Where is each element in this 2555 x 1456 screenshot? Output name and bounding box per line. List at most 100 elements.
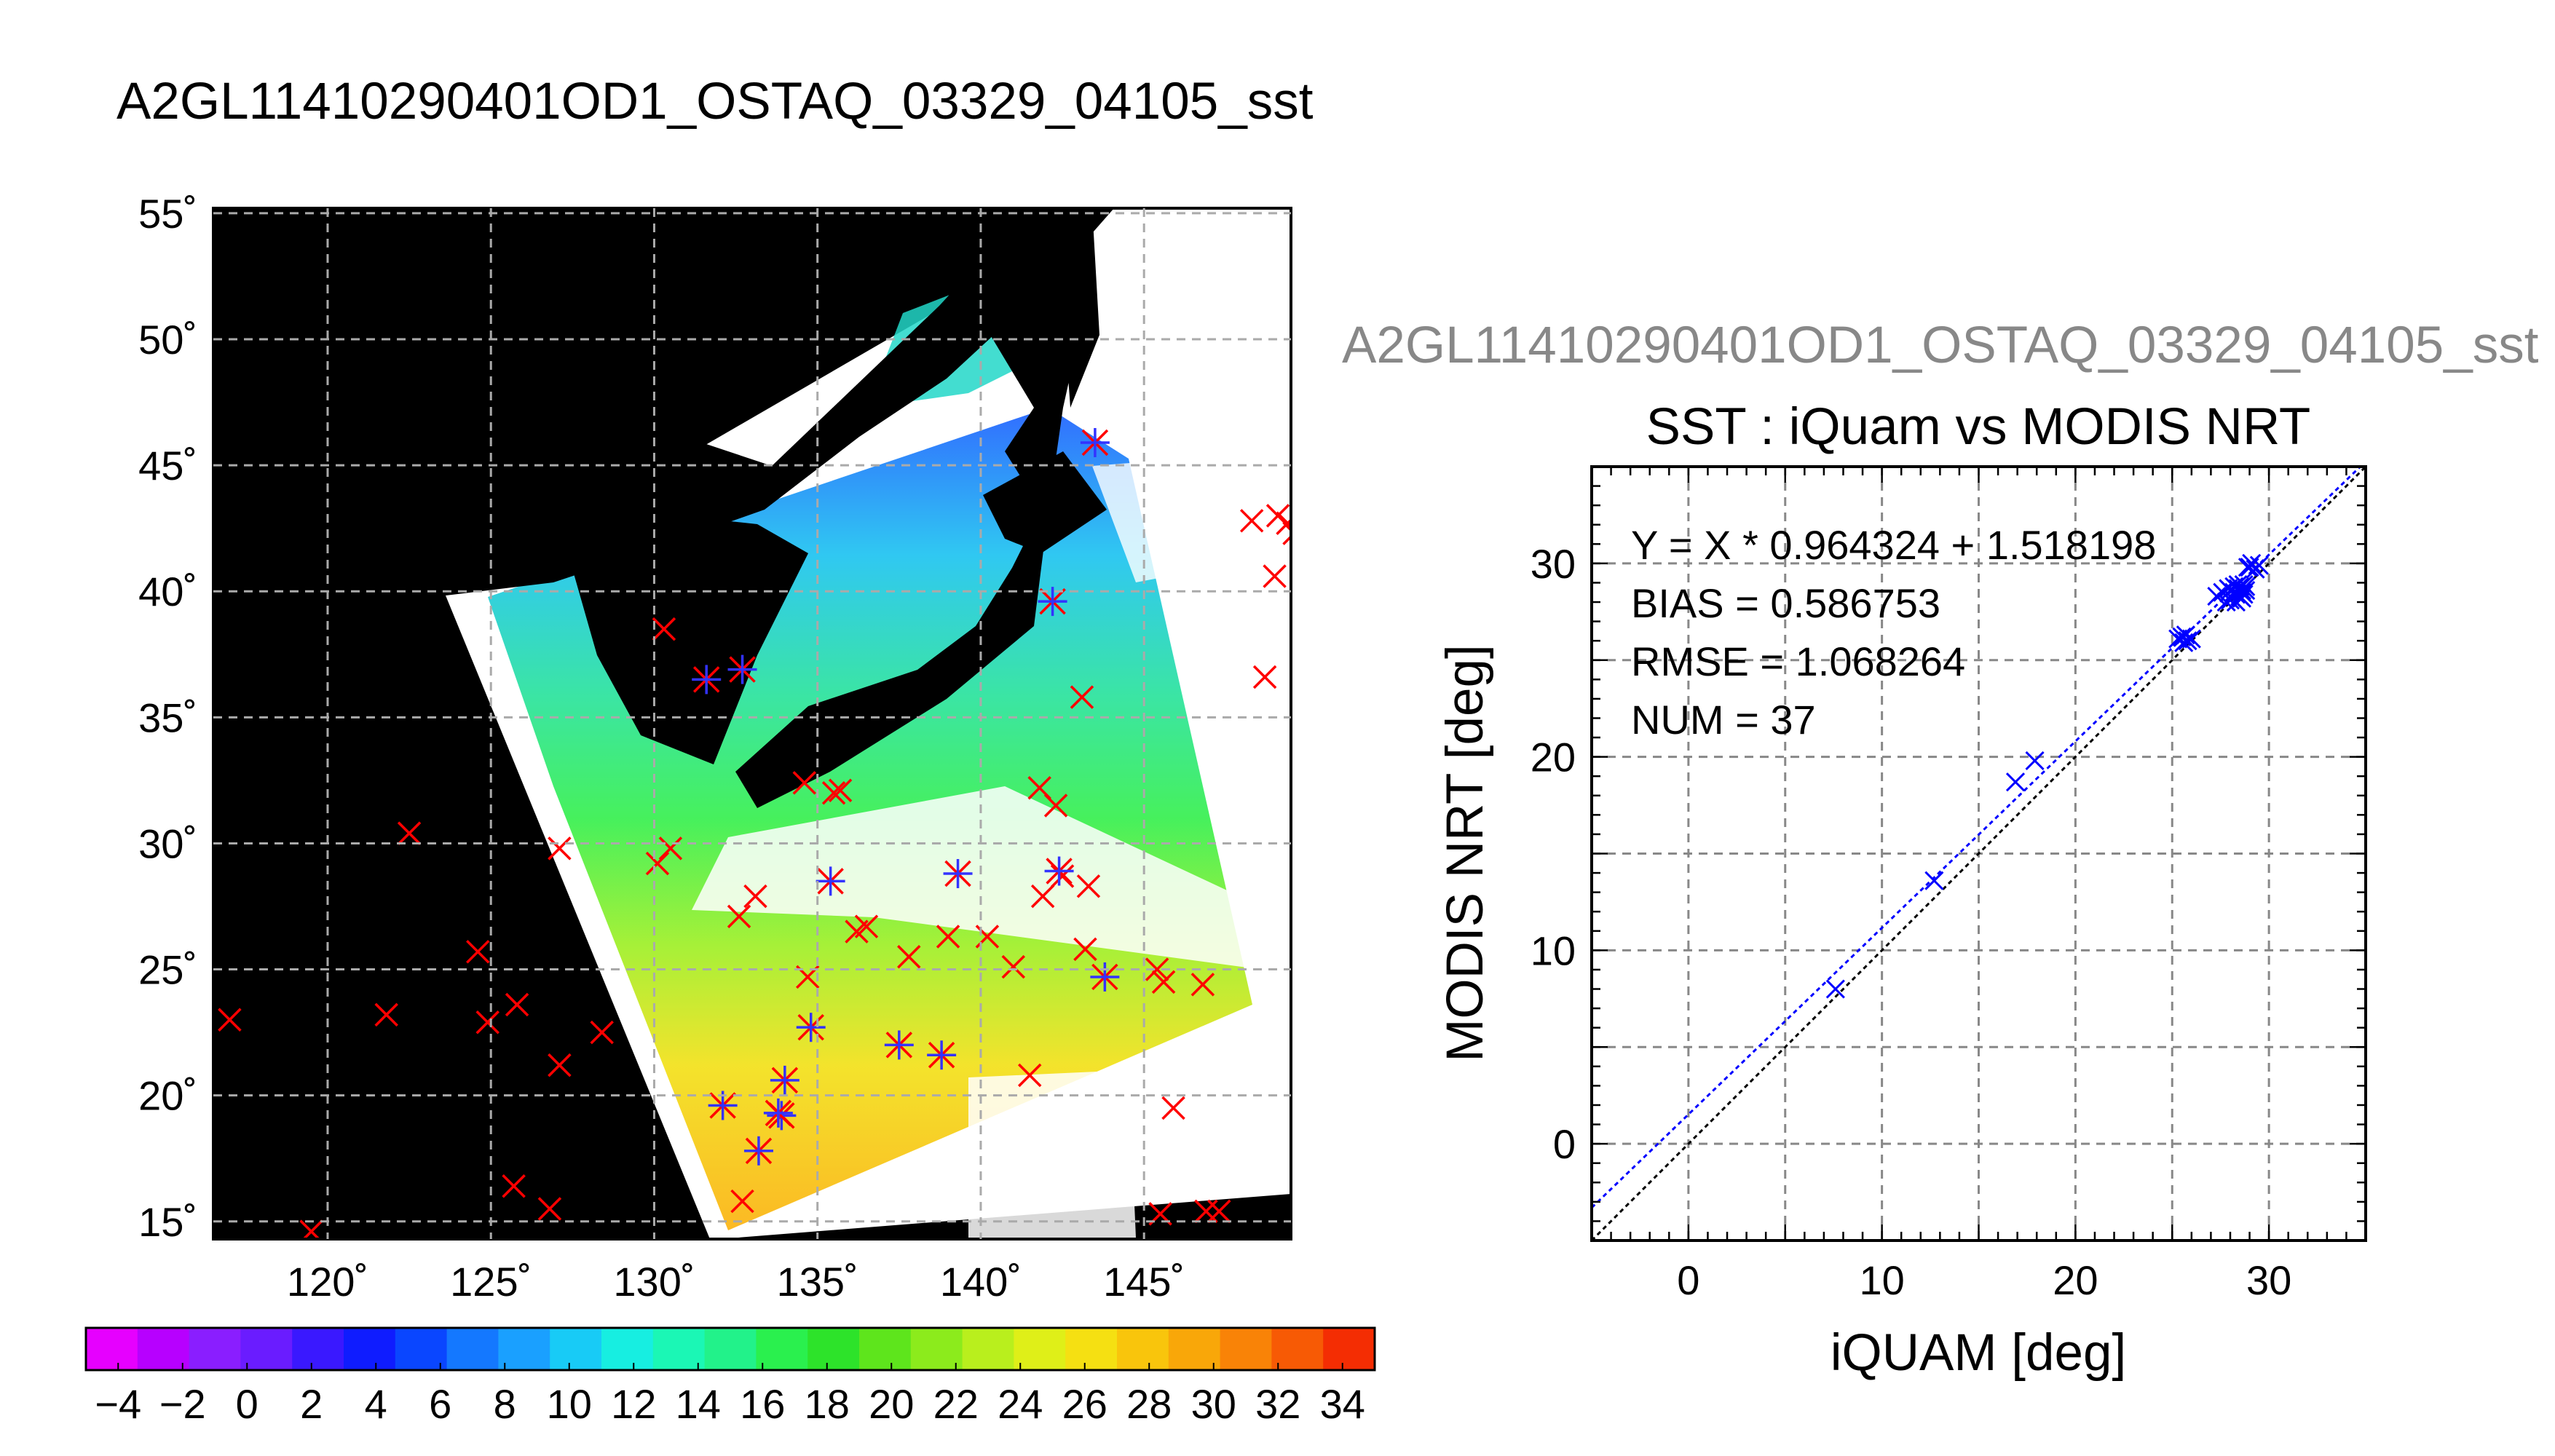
colorbar-label-8: 12 (611, 1381, 656, 1427)
colorbar-cell-14 (807, 1328, 860, 1370)
iquam-marker-34 (1017, 1063, 1042, 1088)
colorbar-cell-20 (1117, 1328, 1169, 1370)
rmse-value: RMSE = 1.068264 (1631, 638, 1965, 684)
colorbar-cell-17 (962, 1328, 1014, 1370)
iquam-marker-39 (730, 1189, 754, 1214)
colorbar-label-7: 10 (547, 1381, 592, 1427)
scatter-chart: 0 10 20 30 0 10 20 30 Y = X * 0.964324 + 1.518… (1531, 465, 2367, 1303)
scatter-point-30 (2220, 590, 2240, 610)
iquam-marker-33 (590, 1020, 614, 1045)
iquam-marker-19 (1190, 973, 1215, 997)
y-tick-label-0: 0 (1553, 1121, 1576, 1167)
colorbar-cell-24 (1323, 1328, 1375, 1370)
scatter-point-25 (2242, 553, 2262, 573)
identity-line (1592, 467, 2366, 1241)
scatter-point-9 (2176, 625, 2195, 645)
iquam-marker-16 (1073, 937, 1097, 962)
colorbar-label-3: 2 (300, 1381, 323, 1427)
x-axis-title: iQUAM [deg] (1831, 1324, 2126, 1382)
y-axis-title: MODIS NRT [deg] (1437, 644, 1494, 1061)
iquam-marker-22 (727, 904, 751, 929)
land-japan (735, 240, 1078, 808)
colorbar-label-12: 20 (869, 1381, 914, 1427)
num-value: NUM = 37 (1631, 697, 1816, 743)
colorbar-label-5: 6 (429, 1381, 451, 1427)
colorbar-label-15: 26 (1062, 1381, 1107, 1427)
colorbar-label-1: −2 (159, 1381, 206, 1427)
lon-label-120: 120˚ (287, 1259, 368, 1305)
colorbar-cell-1 (137, 1328, 190, 1370)
lat-label-30: 30˚ (138, 820, 197, 866)
lon-label-125: 125˚ (450, 1259, 532, 1305)
iquam-marker-17 (1145, 957, 1169, 981)
iquam-marker-47 (1263, 564, 1287, 588)
matched-marker-11 (743, 1136, 773, 1166)
iquam-marker-24 (645, 851, 670, 876)
chart-title: SST : iQuam vs MODIS NRT (1646, 398, 2311, 456)
lon-label-145: 145˚ (1103, 1259, 1185, 1305)
colorbar-label-13: 22 (933, 1381, 979, 1427)
colorbar-cell-10 (601, 1328, 654, 1370)
colorbar-cell-18 (1014, 1328, 1066, 1370)
colorbar-label-0: −4 (95, 1381, 141, 1427)
iquam-marker-23 (658, 836, 683, 860)
colorbar-cell-15 (859, 1328, 912, 1370)
map-longitude-labels: 120˚ 125˚ 130˚ 135˚ 140˚ 145˚ (287, 1259, 1185, 1305)
scatter-point-1 (1924, 871, 1944, 890)
colorbar-cell-11 (652, 1328, 706, 1370)
colorbar-label-11: 18 (805, 1381, 850, 1427)
matched-marker-13 (884, 1030, 914, 1060)
lat-label-20: 20˚ (138, 1073, 197, 1119)
scatter-point-33 (2226, 592, 2246, 612)
lon-label-135: 135˚ (777, 1259, 858, 1305)
iquam-marker-2 (821, 780, 846, 805)
cloud-band-3 (968, 1070, 1136, 1238)
iquam-marker-27 (466, 940, 490, 964)
lat-label-45: 45˚ (138, 443, 197, 488)
iquam-marker-21 (743, 884, 767, 909)
lon-label-130: 130˚ (613, 1259, 695, 1305)
map-frame (212, 207, 1292, 1241)
colorbar-cell-12 (704, 1328, 757, 1370)
scatter-point-3 (2025, 751, 2045, 771)
iquam-marker-9 (1030, 884, 1055, 909)
iquam-marker-25 (548, 836, 572, 860)
lat-label-15: 15˚ (138, 1199, 197, 1245)
colorbar-cell-9 (550, 1328, 602, 1370)
scatter-point-8 (2181, 629, 2201, 649)
colorbar-label-2: 0 (236, 1381, 258, 1427)
colorbar-label-4: 4 (365, 1381, 387, 1427)
scatter-point-35 (2240, 558, 2259, 577)
iquam-marker-36 (502, 1174, 526, 1198)
y-tick-labels: 0 10 20 30 (1531, 541, 1576, 1167)
colorbar-cell-16 (910, 1328, 963, 1370)
lat-label-35: 35˚ (138, 695, 197, 740)
iquam-marker-15 (1001, 954, 1026, 979)
scatter-points (1825, 553, 2269, 999)
colorbar-label-10: 16 (740, 1381, 785, 1427)
matched-marker-8 (770, 1065, 799, 1095)
map-latitude-labels: 15˚ 20˚ 25˚ 30˚ 35˚ 40˚ 45˚ 50˚ 55˚ (138, 191, 197, 1245)
colorbar-cell-6 (395, 1328, 448, 1370)
map-markers (218, 427, 1291, 1239)
regression-line (1592, 467, 2362, 1208)
iquam-marker-43 (1239, 509, 1264, 533)
iquam-marker-32 (548, 1053, 572, 1077)
iquam-marker-11 (854, 914, 879, 938)
x-tick-label-20: 20 (2053, 1257, 2098, 1303)
colorbar: −4 −2 0 2 4 6 8 10 12 14 16 18 20 22 24 26 28 30 32 34 (84, 1326, 1376, 1427)
colorbar-cell-22 (1220, 1328, 1272, 1370)
iquam-marker-37 (537, 1197, 562, 1221)
iquam-marker-1 (792, 771, 816, 795)
iquam-marker-29 (475, 1010, 499, 1034)
x-tick-label-30: 30 (2246, 1257, 2291, 1303)
y-tick-label-10: 10 (1531, 927, 1576, 973)
colorbar-label-16: 28 (1126, 1381, 1172, 1427)
matched-marker-1 (727, 654, 757, 684)
matched-marker-15 (1090, 962, 1120, 992)
iquam-marker-8 (1076, 874, 1101, 898)
iquam-marker-12 (897, 945, 921, 969)
iquam-marker-31 (218, 1008, 242, 1032)
scatter-file-title: A2GL11410290401OD1_OSTAQ_03329_04105_sst (1342, 317, 2539, 374)
colorbar-cell-2 (189, 1328, 241, 1370)
